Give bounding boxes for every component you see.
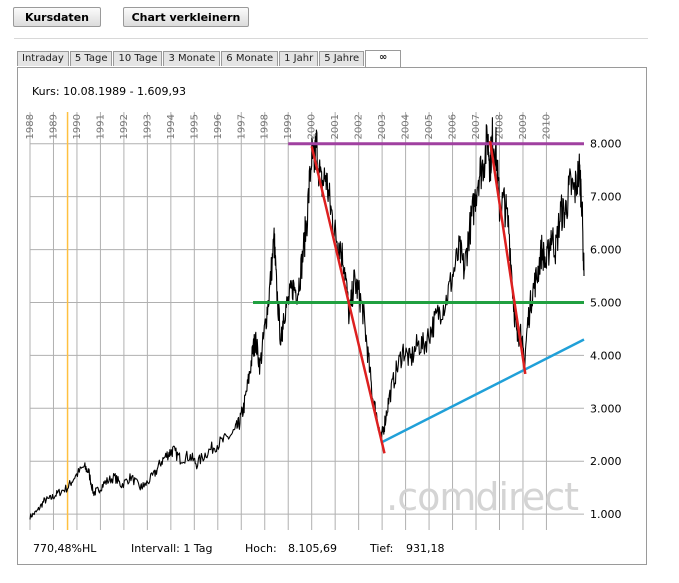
x-tick-label: 2004 <box>401 114 412 139</box>
tab-6-monate[interactable]: 6 Monate <box>221 51 279 66</box>
y-tick-label: 1.000 <box>590 508 622 521</box>
tab-1-jahr[interactable]: 1 Jahr <box>279 51 319 66</box>
x-tick-label: 1994 <box>166 114 177 139</box>
chart-verkleinern-button[interactable]: Chart verkleinern <box>123 7 249 27</box>
x-tick-label: 1996 <box>213 114 224 139</box>
x-tick-label: 1989 <box>48 114 59 139</box>
footer-tief-label: Tief: <box>370 542 394 555</box>
footer-tief-value: 931,18 <box>406 542 445 555</box>
x-tick-label: 2008 <box>494 114 505 139</box>
footer-hl: 770,48%HL <box>33 542 97 555</box>
y-tick-label: 6.000 <box>590 244 622 257</box>
y-tick-label: 3.000 <box>590 402 622 415</box>
footer-hoch-value: 8.105,69 <box>288 542 337 555</box>
tab-3-monate[interactable]: 3 Monate <box>163 51 221 66</box>
x-tick-label: 1993 <box>142 114 153 139</box>
kursdaten-button[interactable]: Kursdaten <box>13 7 101 27</box>
x-tick-label: 2003 <box>377 114 388 139</box>
y-tick-label: 8.000 <box>590 138 622 151</box>
price-line <box>29 117 585 520</box>
trend_up-line <box>380 338 585 444</box>
x-tick-label: 1992 <box>119 114 130 139</box>
y-tick-label: 2.000 <box>590 455 622 468</box>
x-tick-label: 2009 <box>518 114 529 139</box>
timeframe-tabs: Intraday 5 Tage 10 Tage 3 Monate 6 Monate 1 J… <box>17 50 402 67</box>
x-tick-label: 2002 <box>354 114 365 139</box>
y-tick-label: 7.000 <box>590 191 622 204</box>
x-tick-label: 1998 <box>260 114 271 139</box>
tab-5-jahre[interactable]: 5 Jahre <box>319 51 365 66</box>
toolbar-divider <box>14 38 648 39</box>
y-tick-label: 4.000 <box>590 349 622 362</box>
watermark: .comdirect <box>386 475 578 519</box>
chart-panel <box>17 67 647 565</box>
x-tick-label: 1999 <box>283 114 294 139</box>
trend_down_1-line <box>310 146 386 454</box>
tab-intraday[interactable]: Intraday <box>17 51 69 66</box>
footer-intervall: Intervall: 1 Tag <box>131 542 213 555</box>
y-tick-label: 5.000 <box>590 296 622 309</box>
trend_down_2-line <box>488 140 527 375</box>
x-tick-label: 1991 <box>95 114 106 139</box>
x-tick-label: 1997 <box>236 114 247 139</box>
x-tick-label: 2000 <box>307 114 318 139</box>
x-tick-label: 1995 <box>189 114 200 139</box>
x-tick-label: 1988 <box>25 114 36 139</box>
tab-5-tage[interactable]: 5 Tage <box>69 51 113 66</box>
x-tick-label: 2005 <box>424 114 435 139</box>
x-tick-label: 2010 <box>541 114 552 139</box>
tab-max[interactable]: ∞ <box>365 50 402 67</box>
x-tick-label: 2006 <box>448 114 459 139</box>
x-tick-label: 2007 <box>471 114 482 139</box>
kurs-readout: Kurs: 10.08.1989 - 1.609,93 <box>32 85 187 98</box>
footer-hoch-label: Hoch: <box>245 542 277 555</box>
tab-10-tage[interactable]: 10 Tage <box>113 51 163 66</box>
x-tick-label: 1990 <box>72 114 83 139</box>
x-tick-label: 2001 <box>330 114 341 139</box>
